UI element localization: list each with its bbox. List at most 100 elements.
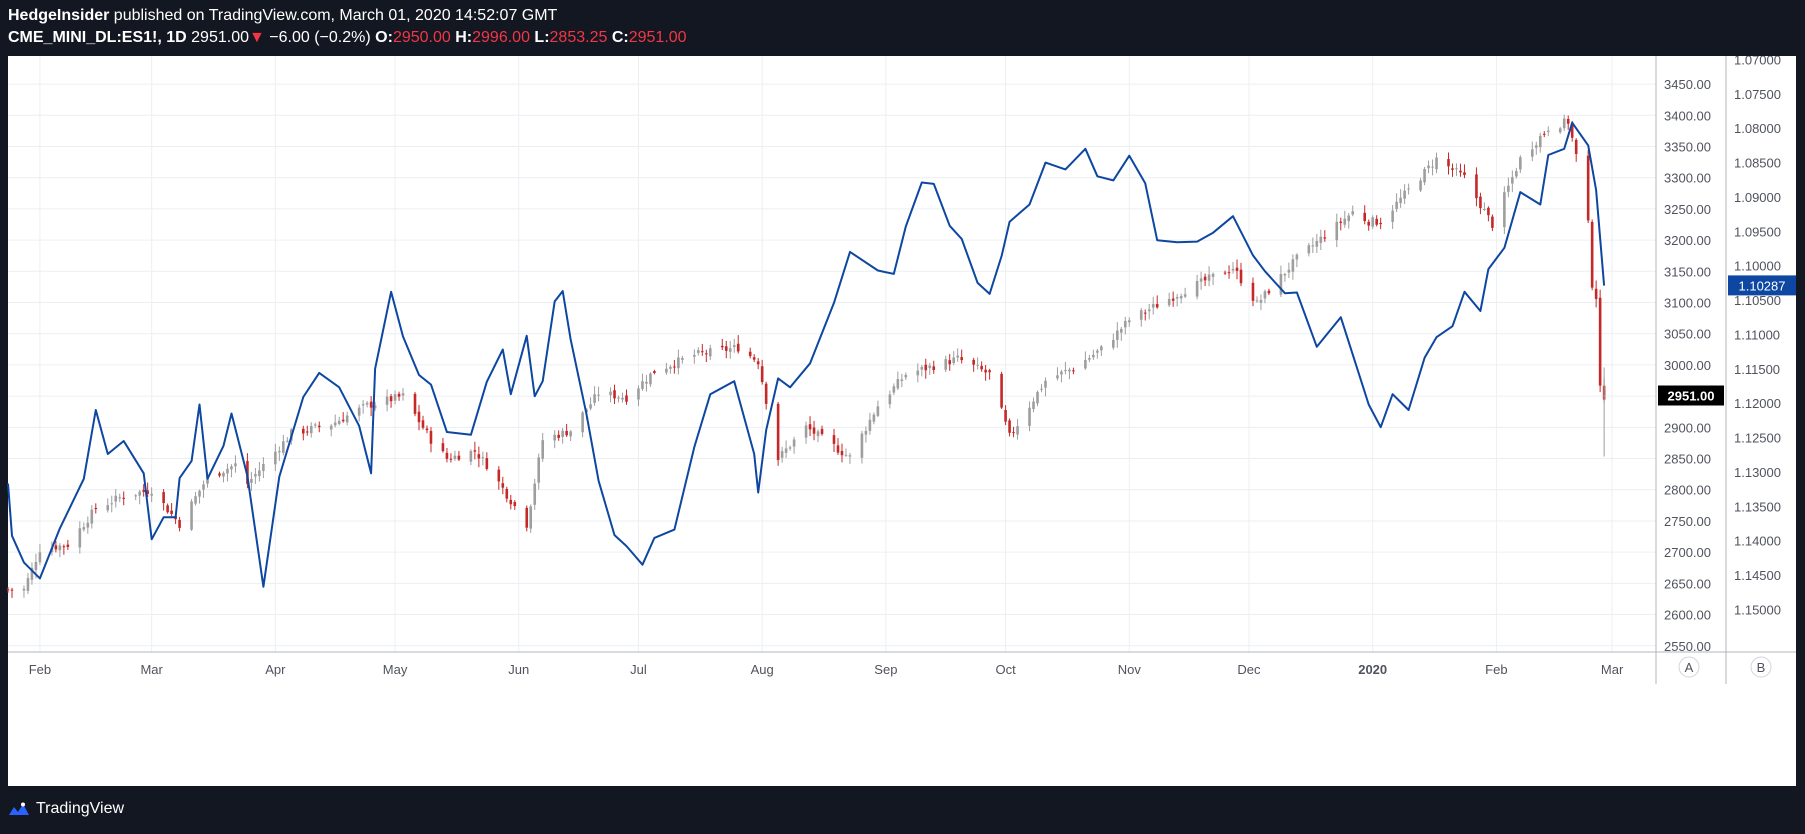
candle-up bbox=[138, 491, 141, 496]
candle-up bbox=[1319, 236, 1323, 243]
candle-up bbox=[1335, 221, 1339, 241]
candle-down bbox=[369, 401, 373, 408]
candle-up bbox=[1455, 168, 1458, 170]
candle-down bbox=[984, 369, 987, 373]
left-axis-tick-label: 3450.00 bbox=[1664, 77, 1711, 92]
candle-up bbox=[194, 496, 197, 504]
price-chart[interactable]: 2550.00 2600.00 2650.00 2700.00 2750.00 2800.… bbox=[0, 56, 1805, 786]
candle-up bbox=[1531, 149, 1534, 157]
candle-up bbox=[385, 396, 389, 405]
candle-up bbox=[952, 357, 956, 364]
candle-down bbox=[812, 427, 816, 434]
right-axis-tick-label: 1.14000 bbox=[1734, 534, 1781, 549]
candle-up bbox=[90, 509, 94, 524]
tradingview-brand[interactable]: TradingView bbox=[8, 800, 124, 818]
chart-footer: TradingView bbox=[0, 786, 1805, 834]
candle-up bbox=[1040, 388, 1043, 390]
candle-down bbox=[980, 365, 983, 370]
candle-up bbox=[337, 420, 341, 424]
candle-up bbox=[844, 454, 848, 456]
candle-up bbox=[286, 440, 289, 442]
candle-up bbox=[956, 355, 959, 358]
candle-up bbox=[1538, 135, 1542, 148]
candle-up bbox=[22, 588, 26, 591]
candle-up bbox=[637, 388, 640, 400]
candle-up bbox=[928, 365, 932, 369]
candle-up bbox=[1056, 375, 1059, 379]
candle-up bbox=[1519, 157, 1522, 170]
candle-up bbox=[309, 426, 313, 434]
last-price-marker bbox=[1658, 385, 1724, 406]
candle-up bbox=[1119, 328, 1123, 333]
candle-up bbox=[1283, 274, 1287, 276]
candle-up bbox=[1399, 197, 1402, 204]
candle-down bbox=[1203, 276, 1207, 281]
candle-up bbox=[1211, 273, 1215, 277]
candle-down bbox=[840, 450, 844, 456]
candle-down bbox=[1586, 155, 1590, 221]
candle-up bbox=[373, 405, 377, 409]
candle-up bbox=[1123, 320, 1127, 328]
candle-up bbox=[469, 451, 473, 462]
candle-up bbox=[1534, 145, 1538, 148]
candle-down bbox=[509, 499, 513, 505]
candle-down bbox=[166, 505, 169, 513]
right-axis-tick-label: 1.11000 bbox=[1734, 327, 1780, 342]
candle-up bbox=[728, 348, 732, 352]
candle-up bbox=[693, 354, 696, 357]
author-name[interactable]: HedgeInsider bbox=[8, 7, 110, 24]
candle-up bbox=[900, 379, 904, 381]
candle-up bbox=[848, 455, 852, 457]
candle-up bbox=[1295, 254, 1299, 260]
candle-down bbox=[932, 366, 936, 371]
symbol-name[interactable]: CME_MINI_DL:ES1!, 1D bbox=[8, 29, 187, 46]
candle-down bbox=[1143, 312, 1147, 314]
candle-up bbox=[106, 505, 110, 511]
candle-up bbox=[453, 455, 457, 459]
candle-down bbox=[417, 411, 421, 423]
candle-down bbox=[752, 357, 756, 360]
candle-down bbox=[1239, 269, 1243, 284]
candle-up bbox=[581, 412, 584, 433]
candle-up bbox=[804, 425, 808, 438]
candle-up bbox=[1044, 380, 1047, 388]
candle-down bbox=[441, 443, 445, 452]
candle-up bbox=[1028, 407, 1031, 426]
candle-down bbox=[1542, 133, 1546, 135]
right-axis-tick-label: 1.10000 bbox=[1734, 259, 1781, 274]
candle-down bbox=[1570, 122, 1574, 138]
candle-up bbox=[1503, 192, 1506, 228]
candle-down bbox=[6, 589, 10, 591]
x-axis-tick-label: Mar bbox=[140, 662, 163, 677]
scale-button-b bbox=[1750, 656, 1772, 678]
candle-down bbox=[1004, 409, 1007, 422]
candle-up bbox=[1207, 274, 1211, 281]
candle-down bbox=[948, 360, 952, 365]
candle-up bbox=[1343, 218, 1347, 225]
candle-down bbox=[1235, 267, 1239, 271]
candle-up bbox=[278, 451, 281, 453]
candle-down bbox=[473, 450, 477, 452]
candle-up bbox=[1100, 346, 1103, 351]
open-label: O: bbox=[375, 29, 393, 46]
candle-up bbox=[569, 431, 572, 437]
candle-up bbox=[26, 578, 30, 591]
candle-down bbox=[62, 546, 66, 548]
candle-up bbox=[888, 394, 892, 405]
scale-button-label-b: B bbox=[1757, 660, 1766, 675]
candle-up bbox=[916, 370, 920, 376]
candle-up bbox=[1127, 320, 1131, 323]
low-value: 2853.25 bbox=[549, 29, 608, 46]
brand-label: TradingView bbox=[36, 800, 125, 817]
left-axis-tick-label: 3200.00 bbox=[1664, 233, 1711, 248]
candle-up bbox=[1347, 215, 1351, 222]
candle-up bbox=[1179, 295, 1183, 299]
left-axis-tick-label: 2900.00 bbox=[1664, 420, 1711, 435]
candle-up bbox=[892, 386, 896, 393]
candle-down bbox=[505, 488, 509, 499]
candle-down bbox=[1012, 432, 1015, 434]
candle-down bbox=[445, 452, 449, 459]
candle-up bbox=[1511, 177, 1514, 184]
candle-up bbox=[1403, 190, 1406, 199]
left-axis-tick-label: 3150.00 bbox=[1664, 264, 1711, 279]
